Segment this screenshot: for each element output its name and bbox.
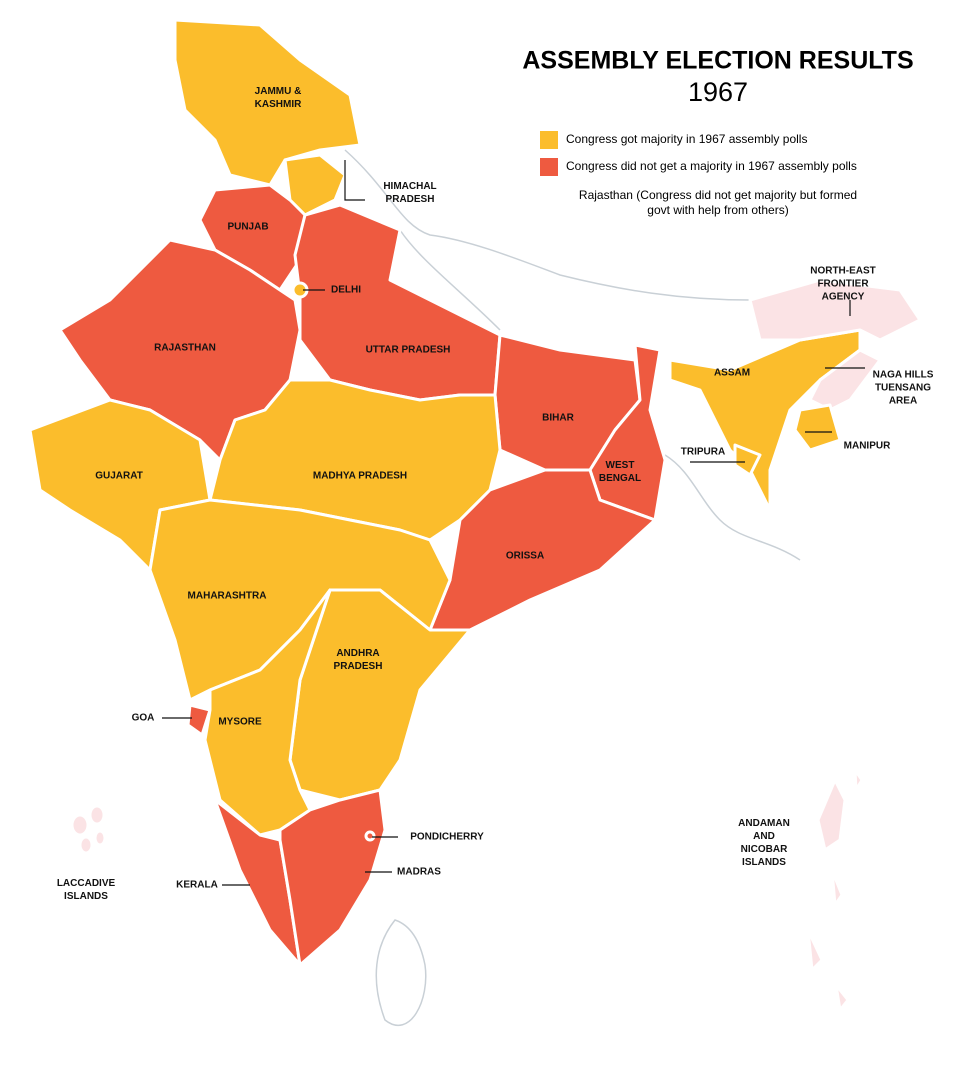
region-label: MAHARASHTRA xyxy=(188,591,267,602)
region-label: ISLANDS xyxy=(64,891,108,902)
region-label: MANIPUR xyxy=(844,441,891,452)
region-label: ISLANDS xyxy=(742,857,786,868)
title: ASSEMBLY ELECTION RESULTS xyxy=(522,47,913,75)
region-label: ORISSA xyxy=(506,551,544,562)
region-label: BIHAR xyxy=(542,413,574,424)
region xyxy=(364,830,376,842)
region xyxy=(806,768,864,1012)
region xyxy=(733,443,762,477)
region xyxy=(793,403,842,452)
region-label: KASHMIR xyxy=(255,99,302,110)
region-label: HIMACHAL xyxy=(383,181,436,192)
region xyxy=(293,203,502,402)
region-label: PONDICHERRY xyxy=(410,832,484,843)
region-label: MYSORE xyxy=(218,717,262,728)
region-label: DELHI xyxy=(331,285,361,296)
legend-note: govt with help from others) xyxy=(647,203,788,217)
region-label: NAGA HILLS xyxy=(873,370,934,381)
region-label: LACCADIVE xyxy=(57,878,116,889)
region-label: GUJARAT xyxy=(95,471,143,482)
region xyxy=(203,588,332,837)
labels: JAMMU & KASHMIR HIMACHAL PRADESH PUNJAB RAJAS… xyxy=(57,86,934,902)
region-label: MADRAS xyxy=(397,867,441,878)
regions xyxy=(28,18,922,1012)
year: 1967 xyxy=(688,77,748,107)
leader-lines xyxy=(162,160,865,886)
region-label: ANDAMAN xyxy=(738,818,790,829)
region-label: AND xyxy=(753,831,775,842)
region xyxy=(198,183,307,292)
region-label: TRIPURA xyxy=(681,447,725,458)
region-label: WEST xyxy=(606,460,635,471)
region-label: ASSAM xyxy=(714,368,750,379)
region xyxy=(748,278,922,342)
region xyxy=(70,804,107,855)
region xyxy=(278,788,387,967)
legend-swatch xyxy=(540,131,558,149)
region-label: JAMMU & xyxy=(255,86,302,97)
region-label: PRADESH xyxy=(386,194,435,205)
region-label: AGENCY xyxy=(822,292,865,303)
region-label: TUENSANG xyxy=(875,383,931,394)
region-label: MADHYA PRADESH xyxy=(313,471,407,482)
region xyxy=(808,348,882,412)
region-label: PUNJAB xyxy=(227,222,268,233)
region-label: AREA xyxy=(889,396,917,407)
legend-note: Rajasthan (Congress did not get majority… xyxy=(579,188,857,202)
legend-swatch xyxy=(540,158,558,176)
region-label: NICOBAR xyxy=(741,844,788,855)
region-label: GOA xyxy=(132,713,155,724)
region-label: BENGAL xyxy=(599,473,641,484)
region-label: PRADESH xyxy=(334,661,383,672)
legend: Congress got majority in 1967 assembly p… xyxy=(540,131,857,217)
region-label: FRONTIER xyxy=(817,279,869,290)
region-label: KERALA xyxy=(176,880,218,891)
region-label: RAJASTHAN xyxy=(154,343,216,354)
region-label: ANDHRA xyxy=(336,648,379,659)
neighbors xyxy=(344,149,801,1027)
legend-label: Congress did not get a majority in 1967 … xyxy=(566,159,857,173)
region-label: NORTH-EAST xyxy=(810,266,876,277)
region-label: UTTAR PRADESH xyxy=(366,345,451,356)
legend-label: Congress got majority in 1967 assembly p… xyxy=(566,132,807,146)
